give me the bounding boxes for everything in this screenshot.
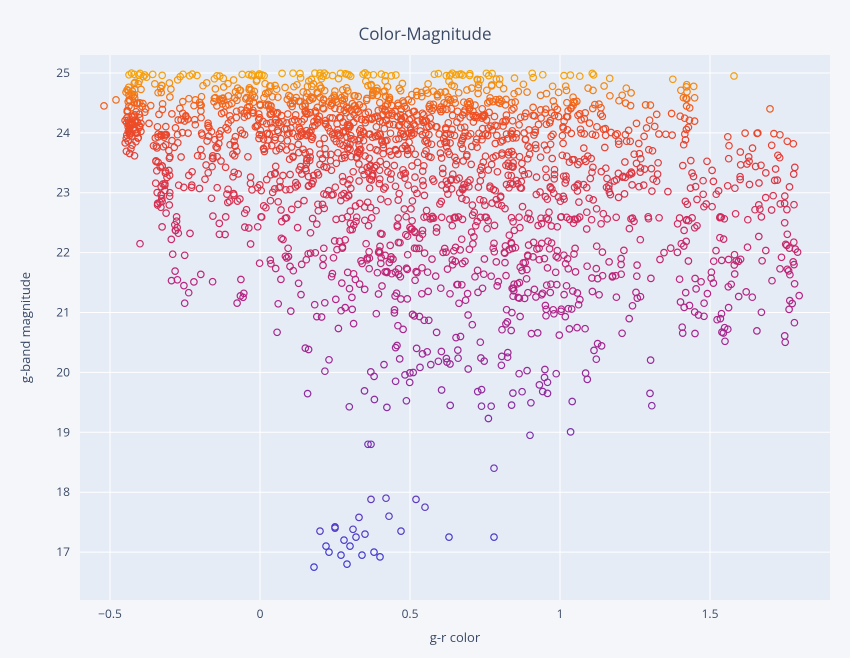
y-tick-label: 23 bbox=[56, 184, 70, 201]
chart-title: Color-Magnitude bbox=[0, 22, 850, 45]
y-tick-label: 24 bbox=[56, 124, 70, 141]
y-tick-label: 17 bbox=[56, 543, 70, 560]
x-tick-label: 0.5 bbox=[402, 605, 419, 622]
y-tick-label: 21 bbox=[56, 304, 70, 321]
chart-container: Color-Magnitude −0.5 0 0.5 1 1.5 17 18 19 20 21 22… bbox=[0, 0, 850, 658]
y-tick-label: 19 bbox=[56, 423, 70, 440]
plot-area[interactable] bbox=[80, 55, 830, 600]
x-axis-label: g-r color bbox=[430, 628, 481, 646]
chart-svg[interactable]: −0.5 0 0.5 1 1.5 17 18 19 20 21 22 23 24 25 g-r color g… bbox=[0, 0, 850, 658]
y-tick-label: 20 bbox=[56, 363, 70, 380]
x-tick-label: 0 bbox=[257, 605, 264, 622]
x-tick-label: −0.5 bbox=[98, 605, 122, 622]
x-tick-label: 1.5 bbox=[702, 605, 719, 622]
y-tick-label: 25 bbox=[56, 64, 70, 81]
y-axis-label: g-band magnitude bbox=[16, 272, 34, 383]
y-tick-label: 22 bbox=[56, 244, 70, 261]
x-tick-label: 1 bbox=[557, 605, 564, 622]
y-tick-label: 18 bbox=[56, 483, 70, 500]
